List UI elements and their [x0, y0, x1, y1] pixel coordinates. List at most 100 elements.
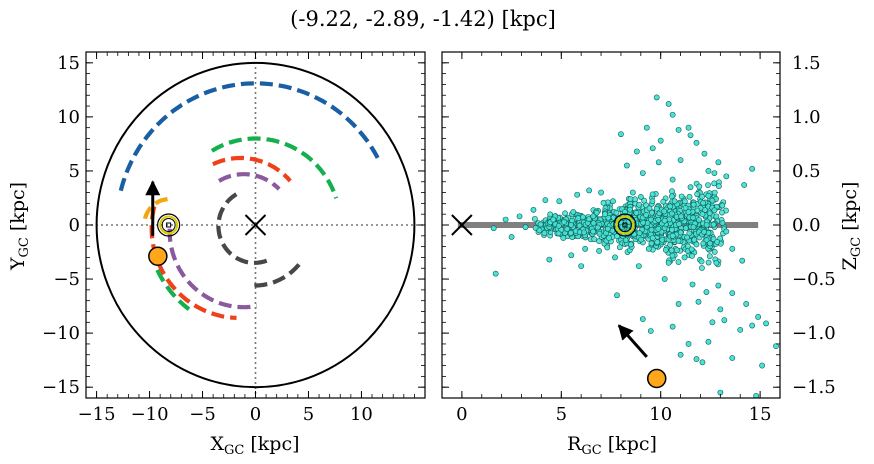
- star-point: [729, 290, 736, 297]
- star-point: [555, 230, 562, 237]
- star-point: [627, 196, 634, 202]
- star-point: [705, 168, 712, 174]
- star-point: [646, 205, 653, 212]
- star-point: [508, 233, 515, 240]
- star-point: [715, 282, 722, 289]
- star-point: [562, 210, 568, 217]
- star-point: [703, 289, 710, 295]
- star-point: [568, 252, 575, 259]
- boundary-circle: [95, 61, 416, 389]
- star-point: [721, 317, 728, 324]
- star-point: [694, 191, 701, 198]
- right-x-tick-label: 5: [556, 404, 567, 425]
- star-point: [657, 137, 664, 144]
- star-point: [714, 239, 720, 245]
- right-y-axis-label: ZGC [kpc]: [839, 182, 864, 271]
- star-point: [614, 292, 620, 299]
- star-point: [600, 199, 607, 206]
- star-point: [706, 253, 713, 260]
- right-y-tick-label: 0.5: [792, 161, 821, 182]
- star-point: [723, 173, 730, 180]
- star-point: [688, 246, 695, 253]
- star-point: [643, 124, 650, 131]
- star-point: [661, 276, 668, 282]
- star-point: [649, 191, 656, 198]
- left-y-tick-label: −15: [42, 377, 80, 398]
- left-x-tick-label: 5: [303, 404, 314, 425]
- star-point: [729, 245, 736, 252]
- right-y-tick-label: 1.0: [792, 107, 821, 128]
- right-ticks: 0 5 10 15 −1.5 −1.0 −0.5 0.0 0.5 1.0 1.5: [441, 51, 836, 425]
- star-point: [685, 341, 692, 347]
- star-point: [627, 241, 634, 248]
- star-point: [669, 188, 675, 195]
- star-point: [709, 319, 716, 326]
- velocity-arrow: [617, 324, 648, 358]
- star-point: [575, 215, 582, 222]
- star-point: [637, 193, 644, 200]
- star-point: [665, 101, 672, 107]
- right-y-tick-label: 1.5: [792, 53, 821, 74]
- right-plot-area: [451, 94, 779, 398]
- left-y-tick-label: −10: [42, 323, 80, 344]
- star-point: [580, 214, 586, 221]
- star-point: [655, 216, 662, 223]
- star-point: [655, 225, 662, 232]
- star-point: [653, 94, 660, 101]
- right-x-tick-label: 15: [749, 404, 772, 425]
- star-point: [676, 221, 682, 227]
- star-point: [591, 236, 598, 243]
- left-y-tick-label: 0: [69, 215, 80, 236]
- star-point: [596, 238, 602, 244]
- star-point: [568, 222, 574, 228]
- star-point: [582, 245, 589, 252]
- star-point: [719, 209, 725, 216]
- star-point: [593, 209, 600, 216]
- star-point: [710, 221, 717, 228]
- star-point: [698, 258, 705, 265]
- star-point: [695, 298, 702, 305]
- star-point: [701, 150, 708, 157]
- star-point: [638, 236, 644, 243]
- left-y-axis-label: YGC [kpc]: [7, 182, 32, 271]
- left-x-tick-label: −10: [131, 404, 169, 425]
- star-point: [711, 248, 718, 255]
- star-point: [719, 220, 726, 226]
- left-y-tick-label: 5: [69, 161, 80, 182]
- star-point: [648, 226, 655, 233]
- star-point: [606, 235, 612, 241]
- spiral-arm-9: [142, 197, 168, 225]
- star-point: [691, 236, 698, 243]
- star-point: [590, 213, 597, 220]
- sun-marker-ring: [615, 215, 635, 235]
- star-point: [668, 247, 675, 254]
- spiral-arm-5: [217, 172, 281, 191]
- left-panel-xy: −15 −10 −5 0 5 10 −15 −10 −5 0 5 10 15 XGC [kpc] YGC…: [7, 51, 426, 458]
- star-point: [516, 213, 523, 220]
- star-point: [564, 226, 571, 232]
- star-point: [681, 254, 688, 261]
- star-point: [598, 189, 604, 196]
- star-point: [613, 209, 620, 216]
- star-point: [641, 197, 648, 204]
- star-point: [627, 206, 633, 213]
- left-x-tick-label: 0: [250, 404, 261, 425]
- star-point: [743, 301, 750, 307]
- star-point: [753, 392, 760, 398]
- star-point: [586, 216, 592, 223]
- star-point: [604, 225, 611, 232]
- right-y-tick-label: 0.0: [792, 215, 821, 236]
- star-point: [648, 240, 655, 247]
- star-point: [654, 239, 661, 246]
- star-point: [604, 244, 611, 251]
- star-point: [700, 240, 707, 247]
- star-point: [596, 230, 603, 237]
- star-point: [705, 259, 712, 266]
- star-point: [530, 206, 537, 213]
- left-x-tick-label: −5: [189, 404, 216, 425]
- left-y-tick-label: 15: [57, 53, 80, 74]
- star-point: [576, 222, 583, 229]
- star-point: [550, 216, 557, 223]
- star-point: [578, 263, 585, 269]
- star-point: [629, 189, 636, 196]
